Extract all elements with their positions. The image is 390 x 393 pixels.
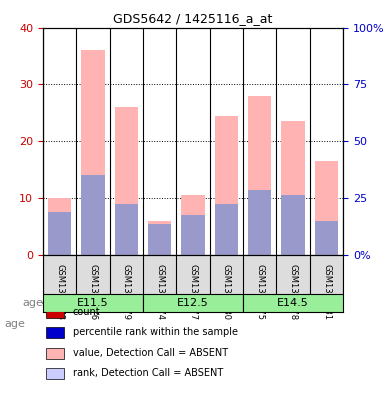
Text: E12.5: E12.5 bbox=[177, 298, 209, 308]
Bar bbox=[148, 221, 171, 255]
Bar bbox=[181, 195, 205, 255]
Text: GSM1310173: GSM1310173 bbox=[55, 264, 64, 320]
Bar bbox=[315, 221, 338, 255]
Text: value, Detection Call = ABSENT: value, Detection Call = ABSENT bbox=[73, 348, 228, 358]
Bar bbox=[215, 116, 238, 255]
Bar bbox=[81, 50, 105, 255]
Text: GSM1310177: GSM1310177 bbox=[188, 264, 198, 320]
Text: GSM1310179: GSM1310179 bbox=[122, 264, 131, 320]
Text: rank, Detection Call = ABSENT: rank, Detection Call = ABSENT bbox=[73, 368, 223, 378]
Bar bbox=[282, 195, 305, 255]
Bar bbox=[315, 161, 338, 255]
Bar bbox=[115, 107, 138, 255]
Text: percentile rank within the sample: percentile rank within the sample bbox=[73, 327, 238, 338]
Text: GSM1310178: GSM1310178 bbox=[289, 264, 298, 320]
Text: GSM1310181: GSM1310181 bbox=[322, 264, 331, 320]
Text: age: age bbox=[4, 319, 25, 329]
FancyBboxPatch shape bbox=[143, 294, 243, 312]
Text: count: count bbox=[73, 307, 101, 317]
Text: GSM1310180: GSM1310180 bbox=[222, 264, 231, 320]
Title: GDS5642 / 1425116_a_at: GDS5642 / 1425116_a_at bbox=[113, 12, 273, 25]
Bar bbox=[48, 198, 71, 255]
Bar bbox=[148, 224, 171, 255]
FancyBboxPatch shape bbox=[43, 294, 143, 312]
Bar bbox=[248, 190, 271, 255]
Bar bbox=[115, 204, 138, 255]
FancyBboxPatch shape bbox=[243, 294, 343, 312]
Bar bbox=[215, 204, 238, 255]
Text: age: age bbox=[23, 298, 44, 308]
Bar bbox=[81, 175, 105, 255]
Bar bbox=[46, 327, 64, 338]
Bar bbox=[181, 215, 205, 255]
Bar bbox=[46, 307, 64, 318]
Bar bbox=[248, 96, 271, 255]
Bar bbox=[46, 368, 64, 379]
Text: E11.5: E11.5 bbox=[77, 298, 109, 308]
Bar bbox=[282, 121, 305, 255]
Bar bbox=[48, 213, 71, 255]
Text: GSM1310175: GSM1310175 bbox=[255, 264, 264, 320]
Text: GSM1310174: GSM1310174 bbox=[155, 264, 164, 320]
Text: E14.5: E14.5 bbox=[277, 298, 309, 308]
Bar bbox=[46, 348, 64, 359]
Text: GSM1310176: GSM1310176 bbox=[89, 264, 98, 320]
